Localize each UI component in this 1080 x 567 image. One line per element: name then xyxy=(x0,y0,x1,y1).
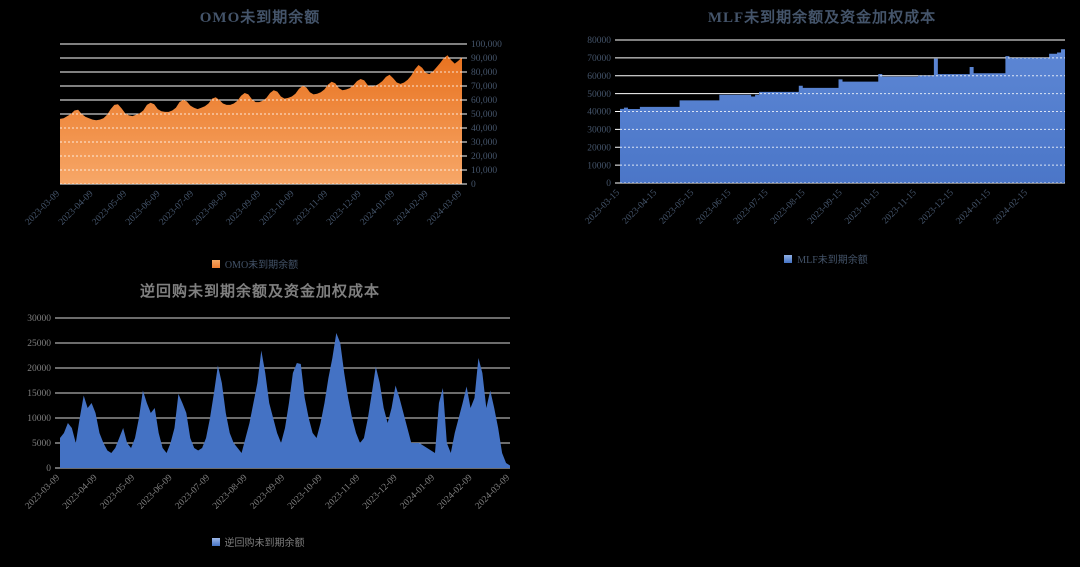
x-tick-label: 2023-10-09 xyxy=(258,189,297,228)
x-tick-label: 2024-01-09 xyxy=(399,473,438,512)
x-tick-label: 2023-08-09 xyxy=(191,189,230,228)
x-tick-label: 2024-01-15 xyxy=(955,188,994,227)
x-tick-label: 2024-01-09 xyxy=(359,189,398,228)
repo-chart-title: 逆回购未到期余额及资金加权成本 xyxy=(139,284,380,300)
x-tick-label: 2023-05-09 xyxy=(99,473,138,512)
x-tick-label: 2023-10-09 xyxy=(286,473,325,512)
y-tick-label: 5000 xyxy=(32,439,51,449)
x-axis-labels: 2023-03-152023-04-152023-05-152023-06-15… xyxy=(584,188,1031,227)
x-tick-label: 2023-05-15 xyxy=(658,188,697,227)
x-tick-label: 2024-03-09 xyxy=(474,473,513,512)
x-tick-label: 2023-03-09 xyxy=(24,189,63,228)
y-tick-label: 50,000 xyxy=(471,110,497,120)
y-tick-label: 30000 xyxy=(587,126,611,136)
y-tick-label: 50000 xyxy=(587,90,611,100)
mlf-legend: MLF未到期余额 xyxy=(676,251,976,266)
series-area xyxy=(60,333,510,468)
x-tick-label: 2023-12-09 xyxy=(361,473,400,512)
y-tick-label: 20000 xyxy=(27,364,51,374)
x-tick-label: 2024-02-09 xyxy=(392,189,431,228)
mlf-legend-label: MLF未到期余额 xyxy=(797,255,868,266)
y-tick-label: 10000 xyxy=(27,414,51,424)
x-tick-label: 2023-12-09 xyxy=(325,189,364,228)
y-tick-label: 70,000 xyxy=(471,82,497,92)
x-tick-label: 2023-10-15 xyxy=(843,188,882,227)
x-tick-label: 2023-09-09 xyxy=(225,189,264,228)
repo-legend-label: 逆回购未到期余额 xyxy=(224,538,305,549)
mlf-bar-chart: 80000 70000 60000 50000 40000 30000 20000 10000… xyxy=(584,36,1065,227)
y-tick-label: 70000 xyxy=(587,54,611,64)
omo-legend-label: OMO未到期余额 xyxy=(224,260,299,271)
omo-area-chart: 100,000 90,000 80,000 70,000 60,000 50,000 40,… xyxy=(24,40,502,228)
y-tick-label: 100,000 xyxy=(471,40,502,50)
x-tick-label: 2023-08-09 xyxy=(211,473,250,512)
y-tick-label: 0 xyxy=(46,464,51,474)
x-tick-label: 2023-04-09 xyxy=(61,473,100,512)
y-tick-label: 60000 xyxy=(587,72,611,82)
x-tick-label: 2023-07-15 xyxy=(732,188,771,227)
omo-legend-swatch-icon xyxy=(211,259,220,268)
x-tick-label: 2023-11-15 xyxy=(881,188,919,226)
y-tick-label: 10000 xyxy=(587,161,611,171)
y-tick-label: 30,000 xyxy=(471,138,497,148)
x-tick-label: 2023-11-09 xyxy=(324,473,362,511)
x-tick-label: 2023-03-09 xyxy=(24,473,63,512)
y-tick-label: 80000 xyxy=(587,36,611,46)
x-tick-label: 2023-06-09 xyxy=(136,473,175,512)
x-tick-label: 2023-05-09 xyxy=(91,189,130,228)
x-tick-label: 2023-06-09 xyxy=(124,189,163,228)
series-area xyxy=(620,49,1065,183)
x-tick-label: 2023-06-15 xyxy=(695,188,734,227)
x-tick-label: 2024-03-09 xyxy=(426,189,465,228)
y-tick-label: 80,000 xyxy=(471,68,497,78)
repo-legend-swatch-icon xyxy=(211,537,220,546)
omo-legend: OMO未到期余额 xyxy=(105,256,405,271)
x-tick-label: 2023-04-09 xyxy=(57,189,96,228)
mlf-legend-swatch-icon xyxy=(784,254,793,263)
x-tick-label: 2023-09-15 xyxy=(806,188,845,227)
y-tick-label: 40,000 xyxy=(471,124,497,134)
y-tick-label: 20,000 xyxy=(471,152,497,162)
x-tick-label: 2023-03-15 xyxy=(584,188,623,227)
y-tick-label: 90,000 xyxy=(471,54,497,64)
x-axis-labels: 2023-03-092023-04-092023-05-092023-06-09… xyxy=(24,189,465,228)
y-tick-label: 60,000 xyxy=(471,96,497,106)
x-tick-label: 2024-02-09 xyxy=(436,473,475,512)
y-tick-label: 0 xyxy=(606,179,611,189)
x-tick-label: 2023-07-09 xyxy=(174,473,213,512)
y-tick-label: 20000 xyxy=(587,143,611,153)
x-tick-label: 2024-02-15 xyxy=(992,188,1031,227)
repo-area-chart: 30000 25000 20000 15000 10000 5000 02023-03-09… xyxy=(24,314,513,512)
y-tick-label: 40000 xyxy=(587,108,611,118)
mlf-chart-title: MLF未到期余额及资金加权成本 xyxy=(707,10,937,26)
x-tick-label: 2023-11-09 xyxy=(292,189,330,227)
series-area xyxy=(60,55,462,185)
y-tick-label: 30000 xyxy=(27,314,51,324)
y-tick-label: 25000 xyxy=(27,339,51,349)
omo-chart-title: OMO未到期余额 xyxy=(199,10,321,26)
x-tick-label: 2023-04-15 xyxy=(621,188,660,227)
y-tick-label: 15000 xyxy=(27,389,51,399)
repo-legend: 逆回购未到期余额 xyxy=(108,534,408,549)
x-tick-label: 2023-08-15 xyxy=(769,188,808,227)
x-tick-label: 2023-07-09 xyxy=(158,189,197,228)
y-tick-label: 0 xyxy=(471,180,476,190)
x-tick-label: 2023-12-15 xyxy=(917,188,956,227)
x-tick-label: 2023-09-09 xyxy=(249,473,288,512)
y-tick-label: 10,000 xyxy=(471,166,497,176)
